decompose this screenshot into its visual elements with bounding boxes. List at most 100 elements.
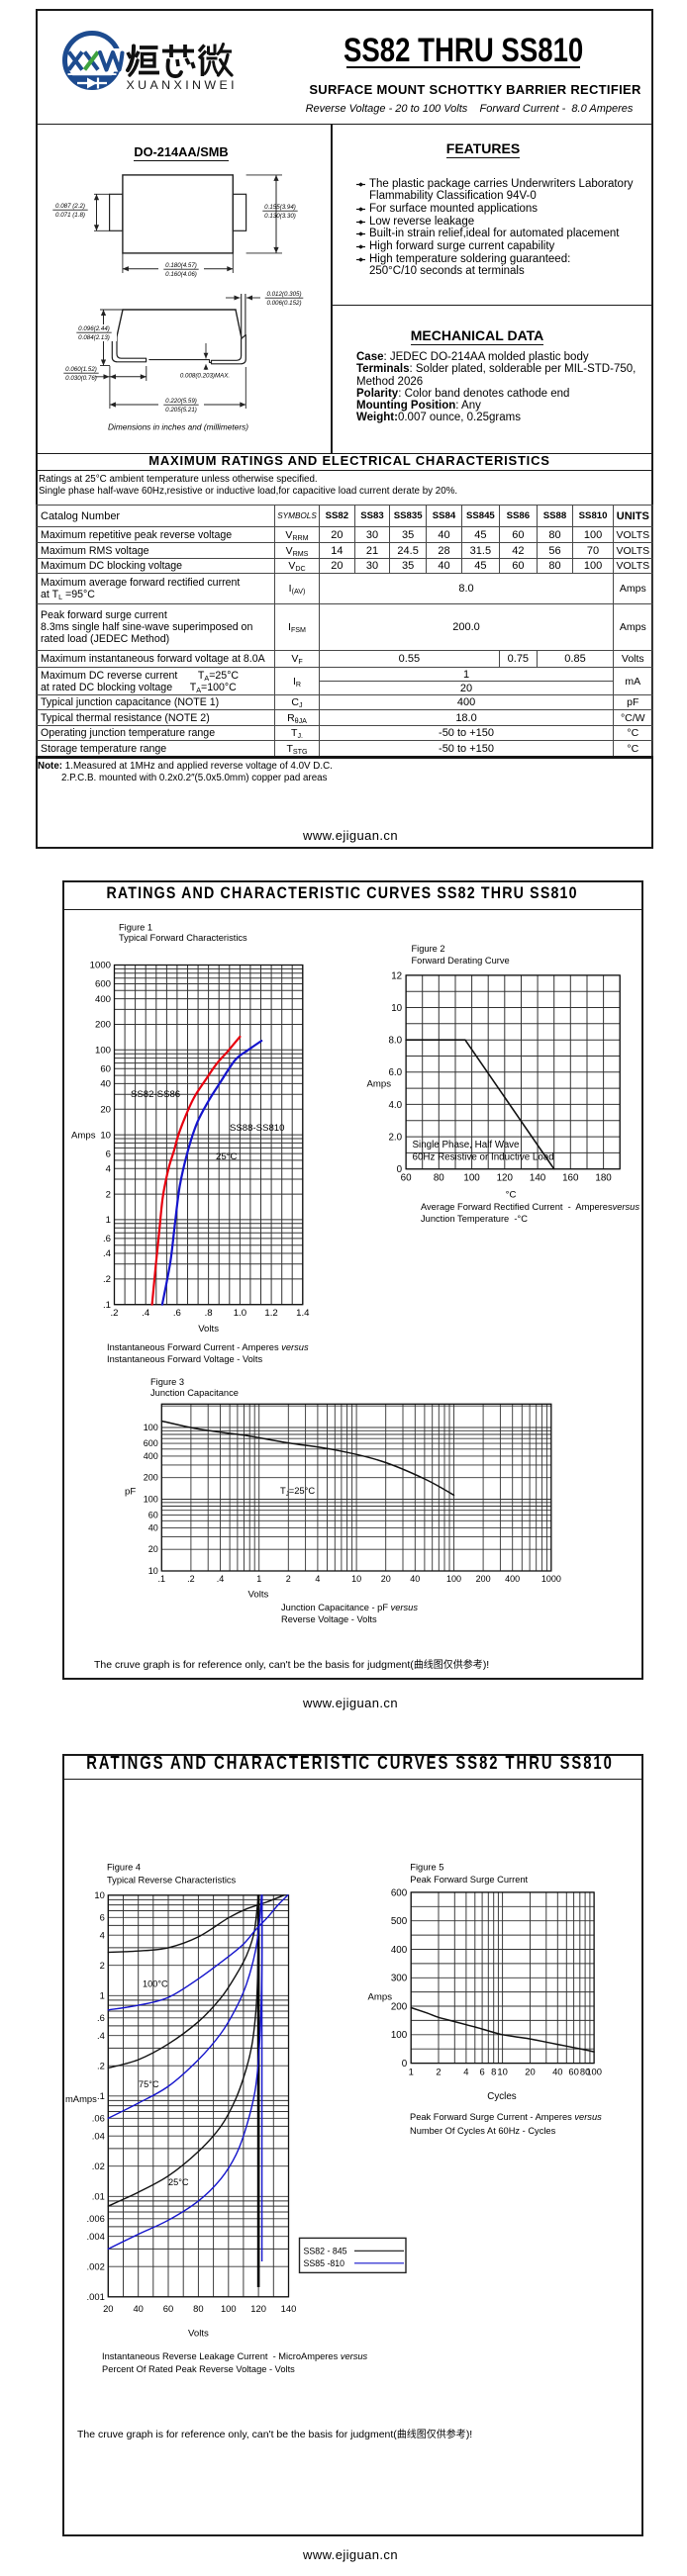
- svg-text:.006: .006: [87, 2213, 105, 2224]
- svg-text:1.2: 1.2: [264, 1308, 277, 1319]
- svg-text:12: 12: [391, 970, 402, 981]
- svg-text:0.096(2.44): 0.096(2.44): [78, 325, 110, 332]
- svg-text:600: 600: [391, 1887, 408, 1898]
- svg-text:25°C: 25°C: [168, 2177, 189, 2187]
- svg-text:Forward Derating Curve: Forward Derating Curve: [412, 956, 510, 966]
- svg-text:Volts: Volts: [198, 1324, 219, 1334]
- svg-text:.01: .01: [92, 2191, 105, 2202]
- svg-text:2.0: 2.0: [388, 1133, 402, 1144]
- svg-text:80: 80: [580, 2067, 590, 2077]
- svg-text:0.030(0.76): 0.030(0.76): [65, 375, 97, 382]
- svg-text:mAmps: mAmps: [65, 2093, 97, 2104]
- svg-text:600: 600: [144, 1438, 158, 1448]
- svg-text:60: 60: [148, 1511, 158, 1520]
- svg-text:10: 10: [94, 1889, 104, 1900]
- svg-text:120: 120: [250, 2303, 266, 2314]
- svg-text:.002: .002: [87, 2260, 105, 2271]
- svg-text:Figure 2: Figure 2: [412, 944, 445, 954]
- svg-text:.06: .06: [92, 2113, 105, 2124]
- svg-text:.2: .2: [187, 1574, 195, 1584]
- svg-text:100: 100: [463, 1173, 480, 1184]
- svg-text:.2: .2: [97, 2060, 105, 2070]
- svg-text:6.0: 6.0: [388, 1067, 402, 1078]
- svg-text:1: 1: [256, 1574, 261, 1584]
- svg-text:6: 6: [106, 1149, 111, 1159]
- svg-text:100: 100: [221, 2303, 237, 2314]
- svg-text:40: 40: [148, 1522, 158, 1532]
- svg-text:60: 60: [100, 1064, 111, 1075]
- svg-text:500: 500: [391, 1916, 408, 1927]
- svg-text:2: 2: [436, 2067, 441, 2077]
- svg-text:1000: 1000: [90, 961, 111, 971]
- svg-text:Peak Forward Surge Current: Peak Forward Surge Current: [410, 1875, 528, 1885]
- svg-text:60: 60: [401, 1173, 412, 1184]
- svg-text:.6: .6: [103, 1234, 111, 1244]
- svg-text:0.180(4.57): 0.180(4.57): [165, 262, 197, 269]
- svg-text:Amps: Amps: [368, 1992, 393, 2003]
- svg-text:Volts: Volts: [248, 1590, 269, 1601]
- svg-text:20: 20: [525, 2067, 535, 2077]
- svg-text:SS85 -810: SS85 -810: [304, 2258, 345, 2268]
- svg-text:Cycles: Cycles: [487, 2091, 516, 2102]
- svg-text:Volts: Volts: [188, 2329, 209, 2340]
- svg-text:10: 10: [497, 2067, 507, 2077]
- svg-text:4: 4: [106, 1163, 112, 1174]
- svg-text:40: 40: [100, 1079, 111, 1090]
- svg-text:10: 10: [391, 1003, 402, 1014]
- svg-text:200: 200: [95, 1020, 111, 1031]
- svg-text:10: 10: [351, 1574, 361, 1584]
- svg-text:180: 180: [595, 1173, 612, 1184]
- svg-text:.4: .4: [217, 1574, 225, 1584]
- svg-text:60: 60: [568, 2067, 578, 2077]
- svg-text:.1: .1: [97, 2090, 105, 2101]
- svg-text:4: 4: [463, 2067, 468, 2077]
- svg-text:pF: pF: [125, 1487, 136, 1498]
- svg-text:0.205(5.21): 0.205(5.21): [165, 407, 197, 414]
- svg-text:0.008(0.203)MAX.: 0.008(0.203)MAX.: [180, 373, 230, 380]
- svg-text:100: 100: [391, 2030, 408, 2041]
- svg-text:Typical Forward Characteristic: Typical Forward Characteristics: [119, 933, 247, 943]
- svg-text:.8: .8: [205, 1308, 213, 1319]
- svg-text:140: 140: [530, 1173, 546, 1184]
- svg-text:Figure 5: Figure 5: [410, 1862, 443, 1872]
- svg-text:10: 10: [100, 1130, 111, 1141]
- svg-text:40: 40: [552, 2067, 562, 2077]
- svg-text:Junction Capacitance: Junction Capacitance: [150, 1388, 239, 1398]
- svg-text:60: 60: [163, 2303, 173, 2314]
- svg-text:200: 200: [476, 1574, 491, 1584]
- svg-text:0.060(1.52): 0.060(1.52): [65, 366, 97, 373]
- svg-text:Typical Reverse Characteristic: Typical Reverse Characteristics: [107, 1876, 237, 1886]
- svg-text:100: 100: [586, 2067, 602, 2077]
- svg-text:80: 80: [193, 2303, 203, 2314]
- svg-text:Figure 3: Figure 3: [150, 1377, 184, 1387]
- svg-text:400: 400: [391, 1945, 408, 1956]
- svg-text:100: 100: [144, 1495, 158, 1505]
- svg-text:1000: 1000: [541, 1574, 561, 1584]
- svg-text:.4: .4: [97, 2030, 105, 2041]
- svg-text:40: 40: [410, 1574, 420, 1584]
- svg-text:4: 4: [100, 1929, 105, 1940]
- svg-text:.1: .1: [103, 1300, 111, 1311]
- svg-text:.02: .02: [92, 2161, 105, 2171]
- svg-text:Amps: Amps: [367, 1079, 392, 1090]
- svg-text:2: 2: [100, 1960, 105, 1971]
- svg-text:1.4: 1.4: [296, 1308, 310, 1319]
- svg-text:1.0: 1.0: [234, 1308, 246, 1319]
- svg-text:4.0: 4.0: [388, 1100, 402, 1111]
- svg-text:20: 20: [148, 1544, 158, 1554]
- svg-text:6: 6: [479, 2067, 484, 2077]
- svg-text:.001: .001: [87, 2291, 105, 2302]
- svg-text:200: 200: [144, 1473, 158, 1483]
- svg-text:0.006(0.152): 0.006(0.152): [266, 300, 301, 307]
- svg-text:600: 600: [95, 979, 111, 990]
- svg-text:Dimensions in inches and (mill: Dimensions in inches and (millimeters): [108, 422, 248, 432]
- svg-text:.04: .04: [92, 2130, 105, 2141]
- svg-text:0: 0: [397, 1164, 403, 1175]
- svg-text:120: 120: [497, 1173, 514, 1184]
- svg-text:Amps: Amps: [71, 1131, 96, 1142]
- svg-text:0.012(0.305): 0.012(0.305): [266, 291, 301, 298]
- svg-text:.6: .6: [97, 2012, 105, 2023]
- svg-text:100°C: 100°C: [143, 1979, 168, 1989]
- svg-text:1: 1: [409, 2067, 414, 2077]
- svg-text:Single Phase, Half Wave: Single Phase, Half Wave: [413, 1140, 521, 1150]
